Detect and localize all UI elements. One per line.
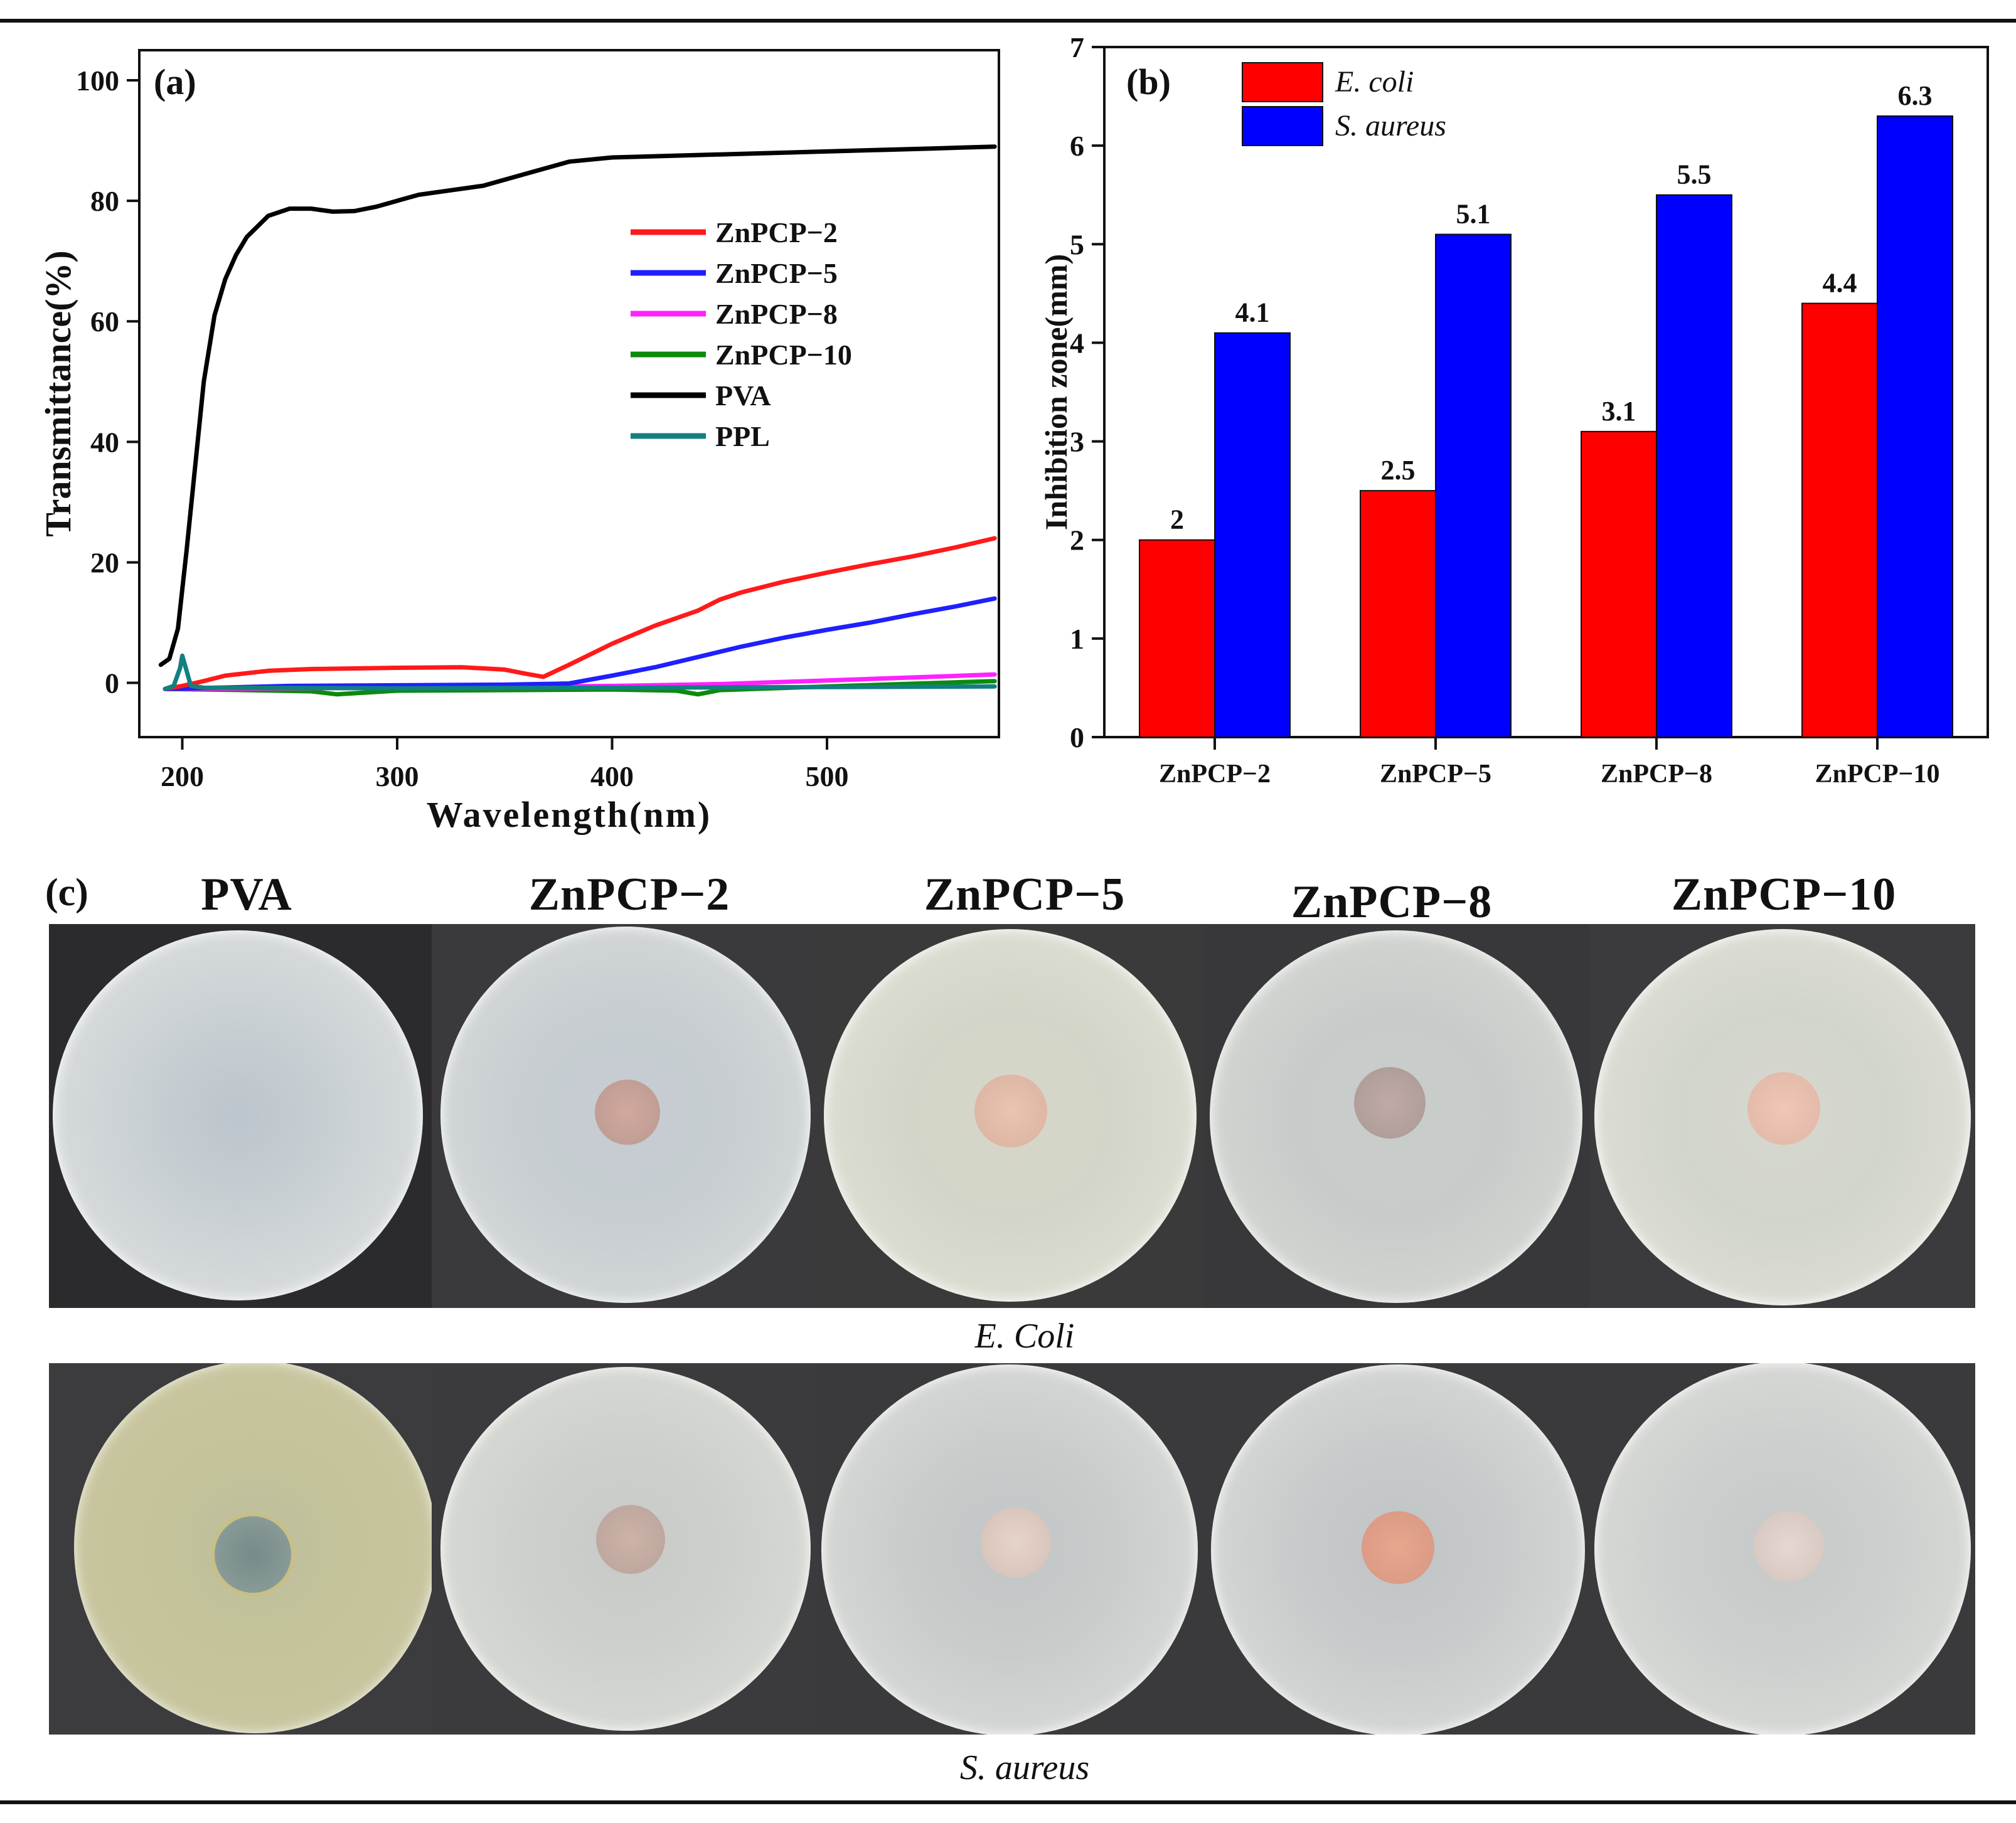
film-disc xyxy=(211,1512,295,1597)
ecoli-plate-znpcp-8 xyxy=(1203,924,1589,1308)
bar-ecoli xyxy=(1581,430,1657,738)
bar-ecoli xyxy=(1360,490,1436,738)
legend-label-a: ZnPCP−5 xyxy=(715,257,838,289)
film-disc xyxy=(595,1080,660,1145)
panel-b-label: (b) xyxy=(1126,61,1171,102)
plate-title-znpcp-10: ZnPCP−10 xyxy=(1671,869,1897,920)
x-tick-label-b: ZnPCP−8 xyxy=(1601,760,1712,789)
legend-label-a: PPL xyxy=(715,420,770,452)
y-tick-label-b: 7 xyxy=(1070,31,1084,63)
series-line-pva xyxy=(158,144,997,667)
legend-label-a: PVA xyxy=(715,380,771,412)
plate-title-pva: PVA xyxy=(201,869,292,920)
y-tick-label-a: 80 xyxy=(90,185,119,217)
x-tick-label-a: 300 xyxy=(376,760,419,792)
data-label-b: 4.1 xyxy=(1235,297,1270,328)
legend-swatch-b xyxy=(1242,62,1323,102)
bar-saureus xyxy=(1435,233,1512,738)
y-tick-label-a: 40 xyxy=(90,426,119,458)
ecoli-plate-znpcp-10 xyxy=(1589,924,1975,1308)
panel-a-label: (a) xyxy=(154,61,196,102)
film-disc xyxy=(1747,1072,1820,1145)
data-label-b: 2 xyxy=(1170,504,1184,535)
bar-ecoli xyxy=(1139,539,1215,738)
y-tick-label-b: 5 xyxy=(1070,228,1084,260)
film-disc xyxy=(981,1507,1051,1578)
ecoli-plate-znpcp-5 xyxy=(818,924,1203,1308)
bottom-rule xyxy=(0,1800,2016,1804)
series-line-ppl xyxy=(163,653,997,691)
transmittance-chart: (a) 200 300 400 500 0 20 40 60 80 100 Wavelength(nm… xyxy=(38,49,1000,835)
saureus-caption: S. aureus xyxy=(959,1748,1090,1787)
y-tick-label-a: 100 xyxy=(76,65,119,97)
data-label-b: 6.3 xyxy=(1898,80,1933,111)
ecoli-plate-pva xyxy=(49,924,432,1308)
saureus-plate-znpcp-10 xyxy=(1589,1363,1975,1735)
x-axis-label-a: Wavelength(nm) xyxy=(427,794,712,835)
y-axis-label-a: Transmittance(%) xyxy=(38,250,78,536)
plot-frame-a xyxy=(138,49,1000,738)
y-tick-label-b: 6 xyxy=(1070,130,1084,162)
saureus-plate-znpcp-8 xyxy=(1203,1363,1589,1735)
film-disc xyxy=(1362,1511,1434,1584)
x-tick-label-b: ZnPCP−10 xyxy=(1815,760,1940,789)
y-tick-label-b: 0 xyxy=(1070,721,1084,753)
legend-label-a: ZnPCP−8 xyxy=(715,298,838,330)
saureus-plate-znpcp-2 xyxy=(432,1363,818,1735)
y-tick-label-b: 2 xyxy=(1070,524,1084,556)
y-tick-label-a: 20 xyxy=(90,546,119,578)
bar-ecoli xyxy=(1801,302,1878,738)
legend-label-a: ZnPCP−10 xyxy=(715,339,852,371)
plate-title-znpcp-5: ZnPCP−5 xyxy=(924,869,1126,920)
panel-c-label: (c) xyxy=(45,871,88,914)
top-rule xyxy=(0,19,2016,23)
bar-saureus xyxy=(1656,194,1732,738)
data-label-b: 5.1 xyxy=(1456,199,1491,230)
saureus-plate-photos xyxy=(49,1363,1975,1735)
film-disc xyxy=(974,1075,1047,1147)
legend-swatch-b xyxy=(1242,106,1323,146)
film-disc xyxy=(596,1505,665,1574)
legend-label-a: ZnPCP−2 xyxy=(715,216,838,248)
legend-label-b: S. aureus xyxy=(1335,109,1446,142)
inhibition-zone-chart: (b) 0 1 2 3 4 5 6 7 Inhibition zone(mm) ZnPCP−2 2 4.… xyxy=(1038,31,1989,789)
y-tick-label-b: 4 xyxy=(1070,327,1084,359)
plot-frame-b xyxy=(1103,46,1989,738)
plate-title-znpcp-8: ZnPCP−8 xyxy=(1291,876,1493,928)
ecoli-caption: E. Coli xyxy=(974,1317,1075,1356)
x-tick-label-b: ZnPCP−5 xyxy=(1380,760,1491,789)
bar-saureus xyxy=(1214,332,1291,738)
ecoli-plate-znpcp-2 xyxy=(432,924,818,1308)
series-line-znpcp-5 xyxy=(163,596,997,691)
series-line-znpcp-2 xyxy=(163,536,997,691)
petri-dish xyxy=(53,930,423,1300)
ecoli-plate-photos xyxy=(49,924,1975,1308)
film-disc xyxy=(1354,1067,1426,1139)
data-label-b: 5.5 xyxy=(1677,159,1712,190)
y-axis-label-b: Inhibition zone(mm) xyxy=(1038,254,1074,530)
data-label-b: 3.1 xyxy=(1602,396,1636,427)
x-tick-label-a: 200 xyxy=(161,760,204,792)
saureus-plate-znpcp-5 xyxy=(818,1363,1203,1735)
y-tick-label-a: 0 xyxy=(105,667,119,699)
y-tick-label-b: 1 xyxy=(1070,623,1084,655)
legend-label-b: E. coli xyxy=(1335,65,1414,98)
bar-saureus xyxy=(1877,115,1953,738)
y-tick-label-a: 60 xyxy=(90,306,119,337)
saureus-plate-pva xyxy=(49,1363,437,1735)
film-disc xyxy=(1754,1511,1824,1581)
data-label-b: 2.5 xyxy=(1381,455,1416,486)
x-tick-label-b: ZnPCP−2 xyxy=(1159,760,1271,789)
y-tick-label-b: 3 xyxy=(1070,426,1084,458)
plate-title-znpcp-2: ZnPCP−2 xyxy=(528,869,730,920)
data-label-b: 4.4 xyxy=(1823,268,1857,299)
x-tick-label-a: 500 xyxy=(806,760,849,792)
x-tick-label-a: 400 xyxy=(590,760,634,792)
